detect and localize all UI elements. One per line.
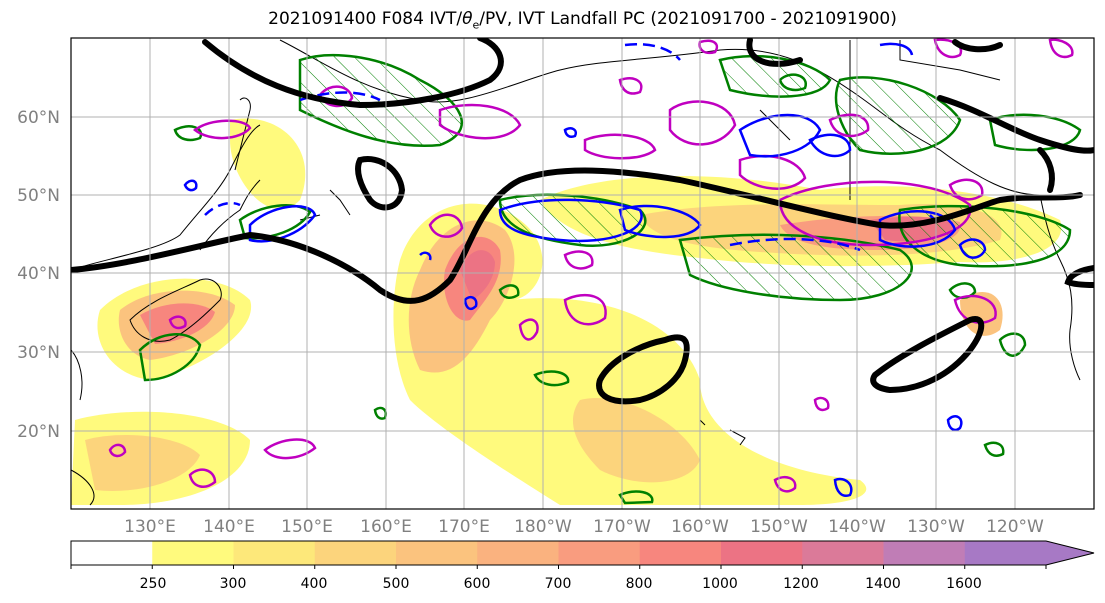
lon-label-150e: 150°E <box>281 517 333 537</box>
lon-label-120w: 120°W <box>986 517 1044 537</box>
colorbar-cell <box>152 541 234 565</box>
colorbar-label: 1400 <box>865 576 901 592</box>
lon-label-140e: 140°E <box>203 517 255 537</box>
magenta-contours <box>108 38 1074 493</box>
colorbar-label: 1200 <box>783 576 819 592</box>
graticule <box>71 38 1094 509</box>
colorbar-cell <box>802 541 884 565</box>
lat-label-20n: 20°N <box>17 422 60 442</box>
lon-label-150w: 150°W <box>750 517 808 537</box>
colorbar-label: 1000 <box>702 576 738 592</box>
lon-label-180w: 180°W <box>514 517 572 537</box>
colorbar-label: 1600 <box>946 576 982 592</box>
longitude-labels: 130°E 140°E 150°E 160°E 170°E 180°W 170°… <box>124 517 1044 537</box>
colorbar-cell <box>639 541 722 565</box>
latitude-labels: 60°N 50°N 40°N 30°N 20°N <box>17 108 60 442</box>
colorbar-extension <box>1046 541 1094 565</box>
colorbar-label: 600 <box>464 576 491 592</box>
lat-label-30n: 30°N <box>17 343 60 363</box>
lat-label-60n: 60°N <box>17 108 60 128</box>
colorbar-label: 300 <box>220 576 247 592</box>
theta-e-contours <box>183 42 987 497</box>
map-frame <box>70 37 1095 510</box>
map-title: 2021091400 F084 IVT/θe/PV, IVT Landfall … <box>268 9 897 32</box>
colorbar-ticks <box>70 565 1047 569</box>
map-panel <box>71 38 1094 509</box>
colorbar-cell <box>396 541 478 565</box>
colorbar-cell <box>883 541 966 565</box>
colorbar-cell <box>477 541 559 565</box>
colorbar-label: 700 <box>545 576 572 592</box>
colorbar-label: 800 <box>626 576 653 592</box>
colorbar-cell <box>964 541 1047 565</box>
colorbar-cells <box>71 541 1094 565</box>
colorbar-outline <box>70 540 1095 566</box>
lon-label-130w: 130°W <box>907 517 965 537</box>
lat-label-40n: 40°N <box>17 264 60 284</box>
colorbar-label: 250 <box>140 576 167 592</box>
pc-green-contours <box>138 53 1082 505</box>
lon-label-160e: 160°E <box>360 517 412 537</box>
lon-label-130e: 130°E <box>124 517 176 537</box>
pv-contours <box>71 38 1094 405</box>
lon-label-170e: 170°E <box>438 517 490 537</box>
lon-label-160w: 160°W <box>671 517 729 537</box>
lon-label-140w: 140°W <box>828 517 886 537</box>
colorbar-cell <box>721 541 803 565</box>
lon-label-170w: 170°W <box>593 517 651 537</box>
colorbar-label: 400 <box>301 576 328 592</box>
colorbar-labels: 250 300 400 500 600 700 800 1000 1200 14… <box>140 576 982 592</box>
colorbar-cell <box>71 541 153 565</box>
colorbar-cell <box>314 541 397 565</box>
colorbar-label: 500 <box>383 576 410 592</box>
colorbar-cell <box>233 541 316 565</box>
lat-label-50n: 50°N <box>17 186 60 206</box>
colorbar: 250 300 400 500 600 700 800 1000 1200 14… <box>70 540 1095 592</box>
colorbar-cell <box>558 541 641 565</box>
